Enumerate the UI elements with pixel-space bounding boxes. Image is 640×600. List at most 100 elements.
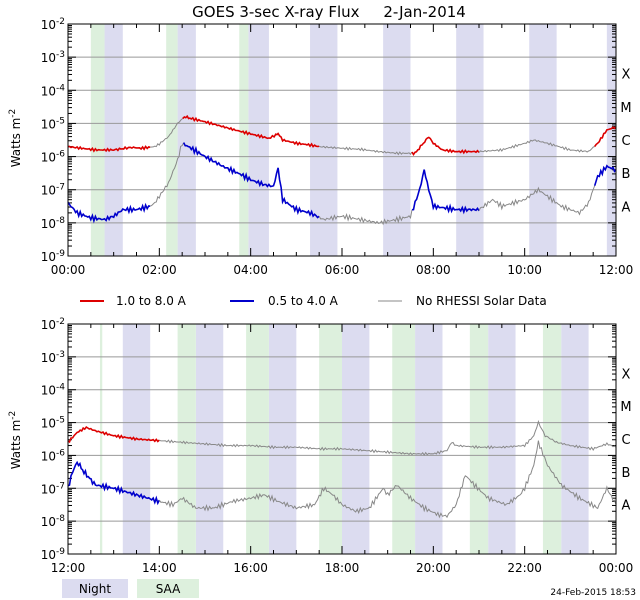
y-tick-base: 10 [41,18,56,32]
bottom-panel: 10-210-310-410-510-610-710-810-912:00 14:… [41,317,634,575]
y-tick-exp: -4 [56,83,65,93]
night-band [268,324,297,554]
y-tick-label: 10-8 [41,216,66,231]
night-band [342,324,370,554]
y-tick-label: 10-4 [41,83,66,98]
ylabel-bottom: Watts m-2 [8,411,23,470]
series-line-long [411,136,480,156]
goes-class-label: A [622,499,631,514]
y-tick-label: 10-2 [41,17,65,32]
series-line-short [67,460,161,506]
y-tick-exp: -5 [56,416,65,426]
saa-band [246,324,269,554]
goes-class-label: X [622,68,631,83]
y-tick-exp: -2 [56,17,65,27]
y-tick-label: 10-9 [41,547,66,562]
legend-label-long: 1.0 to 8.0 A [116,294,187,308]
goes-class-label: M [620,400,631,415]
series-line-gap [158,440,617,519]
y-tick-exp: -8 [56,514,65,524]
y-tick-base: 10 [41,417,56,431]
series-line-short [593,164,617,186]
x-tick-label: 04:00 [233,263,268,277]
saa-band [90,24,105,256]
y-tick-base: 10 [41,117,56,131]
series-line-gap [319,145,413,156]
goes-class-label: C [621,433,630,448]
saa-band [99,324,103,554]
night-key-swatch [62,579,128,598]
y-tick-exp: -7 [56,481,65,491]
y-tick-exp: -9 [56,547,65,557]
y-tick-exp: -7 [56,183,65,193]
y-tick-base: 10 [41,51,56,65]
y-tick-label: 10-6 [41,448,66,463]
saa-band [177,324,196,554]
x-tick-label: 16:00 [233,561,268,575]
saa-band [319,324,342,554]
legend: 1.0 to 8.0 A 0.5 to 4.0 A No RHESSI Sola… [80,294,547,308]
x-tick-label: 12:00 [51,561,86,575]
y-tick-label: 10-4 [41,383,66,398]
series-line-gap [149,142,185,207]
saa-band [239,24,249,256]
plot-frame [67,23,617,257]
y-tick-label: 10-8 [41,514,66,529]
night-band [561,324,589,554]
night-band [248,24,269,256]
x-tick-label: 12:00 [599,263,634,277]
night-band [310,24,338,256]
ylabel-top: Watts m-2 [8,109,23,168]
night-band [195,324,224,554]
chart-title: GOES 3-sec X-ray Flux 2-Jan-2014 [192,3,466,21]
y-tick-exp: -2 [56,317,65,327]
ylabel-top-text: Watts m [9,118,23,168]
y-tick-label: 10-5 [41,416,65,431]
y-tick-base: 10 [41,548,56,562]
saa-band [166,24,178,256]
night-key-label: Night [79,582,112,596]
goes-class-label: B [622,167,631,182]
series-line-long [67,145,151,153]
saa-band [392,324,416,554]
y-tick-label: 10-5 [41,116,65,131]
y-tick-base: 10 [41,84,56,98]
x-tick-label: 00:00 [51,263,86,277]
y-tick-label: 10-2 [41,317,65,332]
night-band [415,324,443,554]
y-tick-exp: -9 [56,249,65,259]
y-tick-base: 10 [41,184,56,198]
y-tick-exp: -8 [56,216,65,226]
timestamp: 24-Feb-2015 18:53 [550,588,636,598]
x-tick-label: 14:00 [142,561,177,575]
goes-class-label: C [621,134,630,149]
series-line-gap [478,139,595,153]
y-tick-base: 10 [41,318,56,332]
y-tick-base: 10 [41,449,56,463]
goes-class-label: B [622,466,631,481]
series-line-gap [150,118,184,148]
y-tick-label: 10-3 [41,350,65,365]
ylabel-bottom-sup: -2 [8,411,18,420]
plot-frame [67,323,617,555]
y-tick-base: 10 [41,250,56,264]
x-tick-label: 08:00 [416,263,451,277]
series-line-short [182,142,320,219]
y-tick-label: 10-9 [41,249,66,264]
saa-key-swatch [137,579,199,598]
y-tick-base: 10 [41,151,56,165]
goes-class-label: M [620,101,631,116]
y-tick-exp: -3 [56,50,65,60]
y-tick-exp: -3 [56,350,65,360]
ylabel-bottom-text: Watts m [9,420,23,470]
saa-band [469,324,489,554]
series-line-gap [159,419,617,456]
y-tick-base: 10 [41,482,56,496]
night-band [606,24,616,256]
y-tick-base: 10 [41,384,56,398]
legend-label-short: 0.5 to 4.0 A [268,294,339,308]
series-line-long [594,126,617,147]
night-band [177,24,196,256]
y-tick-exp: -6 [56,448,65,458]
y-tick-exp: -5 [56,116,65,126]
